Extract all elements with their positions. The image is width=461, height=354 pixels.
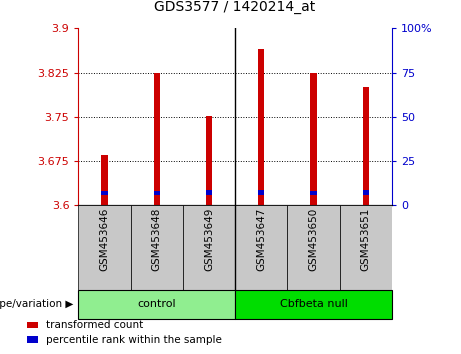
FancyBboxPatch shape [235,205,287,290]
Text: Cbfbeta null: Cbfbeta null [279,299,348,309]
Text: GSM453646: GSM453646 [100,208,110,271]
Text: GSM453649: GSM453649 [204,208,214,271]
FancyBboxPatch shape [130,205,183,290]
Text: GSM453650: GSM453650 [308,208,319,271]
Text: GSM453647: GSM453647 [256,208,266,271]
Bar [310,190,317,195]
Bar [154,190,160,195]
Bar [27,336,38,343]
Bar [258,190,264,195]
Bar [206,190,212,195]
FancyBboxPatch shape [340,205,392,290]
FancyBboxPatch shape [235,290,392,319]
Bar [258,49,264,205]
Text: GSM453651: GSM453651 [361,208,371,271]
Bar [101,155,107,205]
Bar [310,73,317,205]
Bar [363,190,369,195]
Bar [101,190,107,195]
Bar [154,73,160,205]
Text: percentile rank within the sample: percentile rank within the sample [46,335,222,345]
Text: genotype/variation ▶: genotype/variation ▶ [0,299,74,309]
FancyBboxPatch shape [183,205,235,290]
Bar [27,322,38,329]
Text: GDS3577 / 1420214_at: GDS3577 / 1420214_at [154,0,316,14]
Text: transformed count: transformed count [46,320,143,330]
FancyBboxPatch shape [78,290,235,319]
Text: control: control [137,299,176,309]
Bar [206,116,212,205]
Text: GSM453648: GSM453648 [152,208,162,271]
FancyBboxPatch shape [287,205,340,290]
Bar [363,87,369,205]
FancyBboxPatch shape [78,205,130,290]
